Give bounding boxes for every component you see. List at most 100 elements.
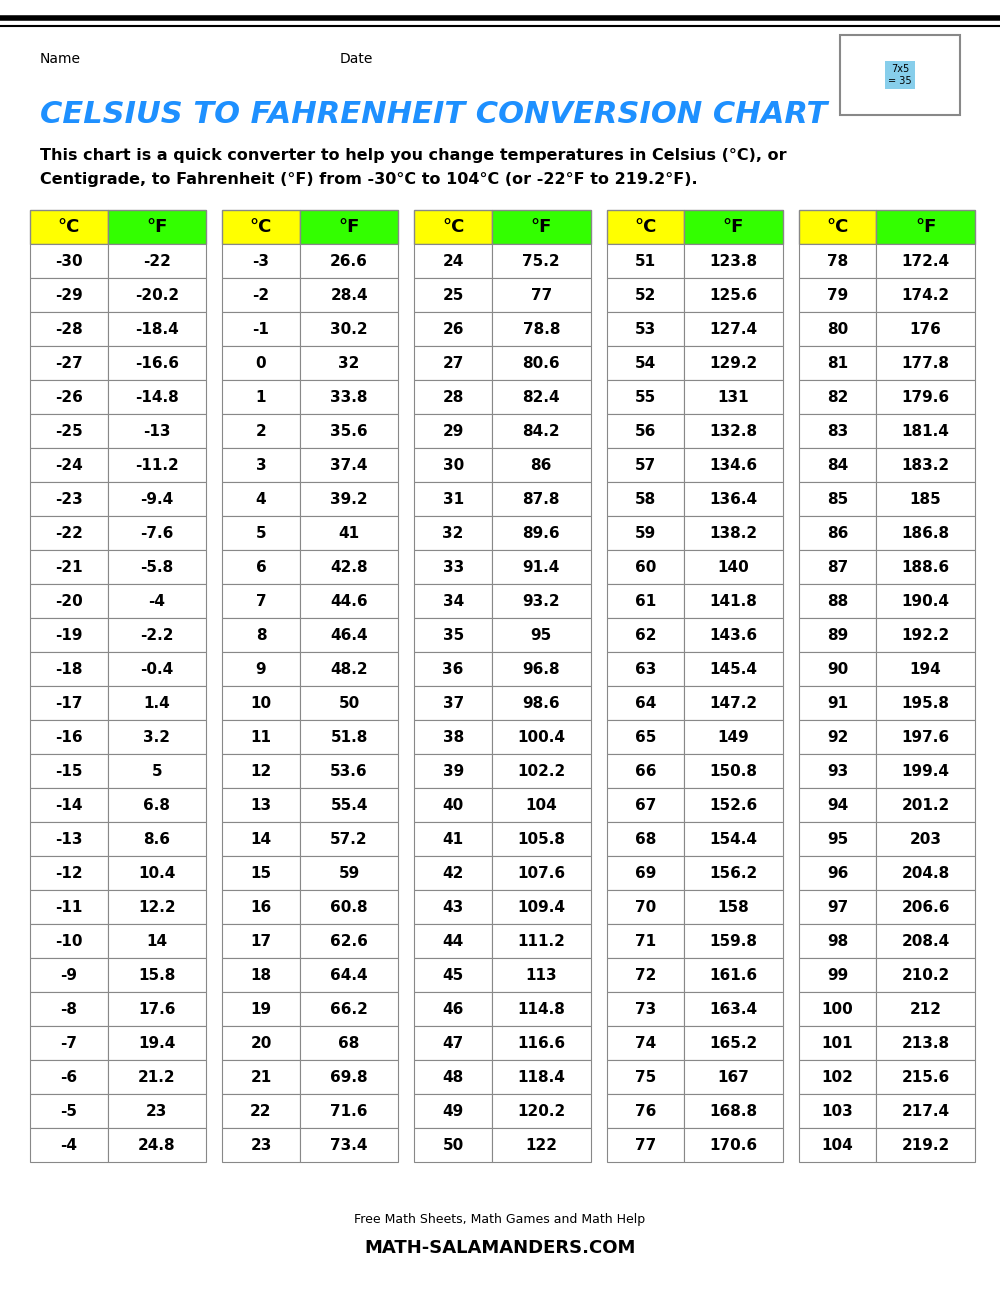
Text: 5: 5: [256, 525, 266, 541]
Bar: [876, 1128, 975, 1162]
Bar: [684, 754, 783, 788]
Bar: [799, 1060, 876, 1093]
Text: °F: °F: [531, 217, 552, 236]
Text: 4: 4: [256, 492, 266, 506]
Bar: [414, 245, 492, 278]
Bar: [30, 210, 108, 245]
Text: 101: 101: [822, 1035, 853, 1051]
Text: -3: -3: [252, 254, 269, 268]
Text: °F: °F: [338, 217, 360, 236]
Bar: [222, 448, 300, 481]
Text: 96: 96: [827, 866, 848, 880]
Bar: [799, 1128, 876, 1162]
Bar: [222, 345, 300, 380]
Text: 59: 59: [635, 525, 656, 541]
Text: Centigrade, to Fahrenheit (°F) from -30°C to 104°C (or -22°F to 219.2°F).: Centigrade, to Fahrenheit (°F) from -30°…: [40, 172, 698, 188]
Text: -1: -1: [253, 321, 269, 336]
Text: 64: 64: [635, 695, 656, 710]
Text: 79: 79: [827, 287, 848, 303]
Text: -5.8: -5.8: [140, 559, 173, 575]
Text: 215.6: 215.6: [902, 1070, 950, 1084]
Bar: [108, 1128, 206, 1162]
Text: 217.4: 217.4: [902, 1104, 950, 1118]
Bar: [414, 481, 492, 516]
Bar: [414, 345, 492, 380]
Bar: [607, 550, 684, 584]
Text: 150.8: 150.8: [709, 763, 757, 779]
Bar: [492, 278, 591, 312]
Bar: [607, 312, 684, 345]
Bar: [607, 584, 684, 619]
Bar: [222, 1093, 300, 1128]
Text: 26: 26: [442, 321, 464, 336]
Text: 24: 24: [442, 254, 464, 268]
Bar: [414, 414, 492, 448]
Bar: [222, 652, 300, 686]
Text: 204.8: 204.8: [902, 866, 950, 880]
Bar: [222, 278, 300, 312]
Bar: [300, 619, 398, 652]
Bar: [108, 550, 206, 584]
Bar: [684, 312, 783, 345]
Bar: [607, 754, 684, 788]
Bar: [222, 754, 300, 788]
Text: 206.6: 206.6: [901, 899, 950, 915]
Text: 9: 9: [256, 661, 266, 677]
Text: 87: 87: [827, 559, 848, 575]
Text: 25: 25: [442, 287, 464, 303]
Text: 69.8: 69.8: [330, 1070, 368, 1084]
Bar: [876, 788, 975, 822]
Text: -13: -13: [143, 423, 171, 439]
Text: -12: -12: [55, 866, 83, 880]
Bar: [876, 550, 975, 584]
Text: 134.6: 134.6: [709, 458, 758, 472]
Text: 185: 185: [910, 492, 942, 506]
Bar: [414, 992, 492, 1026]
Text: 104: 104: [822, 1137, 853, 1153]
Text: 84: 84: [827, 458, 848, 472]
Bar: [799, 788, 876, 822]
Bar: [300, 1128, 398, 1162]
Bar: [684, 822, 783, 857]
Bar: [684, 1093, 783, 1128]
Text: 58: 58: [635, 492, 656, 506]
Bar: [492, 584, 591, 619]
Bar: [684, 992, 783, 1026]
Bar: [222, 481, 300, 516]
Text: 8.6: 8.6: [143, 832, 170, 846]
Bar: [222, 312, 300, 345]
Bar: [607, 210, 684, 245]
Text: This chart is a quick converter to help you change temperatures in Celsius (°C),: This chart is a quick converter to help …: [40, 148, 787, 163]
Text: 6: 6: [256, 559, 266, 575]
Text: CELSIUS TO FAHRENHEIT CONVERSION CHART: CELSIUS TO FAHRENHEIT CONVERSION CHART: [40, 100, 827, 129]
Bar: [607, 380, 684, 414]
Text: 105.8: 105.8: [517, 832, 565, 846]
Bar: [607, 1128, 684, 1162]
Text: 77: 77: [635, 1137, 656, 1153]
Bar: [30, 414, 108, 448]
Text: °F: °F: [915, 217, 936, 236]
Text: 186.8: 186.8: [902, 525, 950, 541]
Bar: [492, 857, 591, 890]
Bar: [876, 414, 975, 448]
Text: °C: °C: [250, 217, 272, 236]
Bar: [108, 857, 206, 890]
Bar: [222, 890, 300, 924]
Bar: [492, 312, 591, 345]
Bar: [108, 924, 206, 958]
Bar: [799, 857, 876, 890]
Text: 68: 68: [635, 832, 656, 846]
Bar: [684, 686, 783, 719]
Text: 161.6: 161.6: [709, 968, 758, 982]
Bar: [300, 890, 398, 924]
Text: 78.8: 78.8: [523, 321, 560, 336]
Text: Free Math Sheets, Math Games and Math Help: Free Math Sheets, Math Games and Math He…: [354, 1214, 646, 1227]
Text: 165.2: 165.2: [709, 1035, 758, 1051]
Bar: [876, 245, 975, 278]
Bar: [876, 1026, 975, 1060]
Text: -0.4: -0.4: [140, 661, 173, 677]
Text: 60: 60: [635, 559, 656, 575]
Bar: [108, 312, 206, 345]
Text: -8: -8: [60, 1002, 77, 1017]
Bar: [876, 890, 975, 924]
